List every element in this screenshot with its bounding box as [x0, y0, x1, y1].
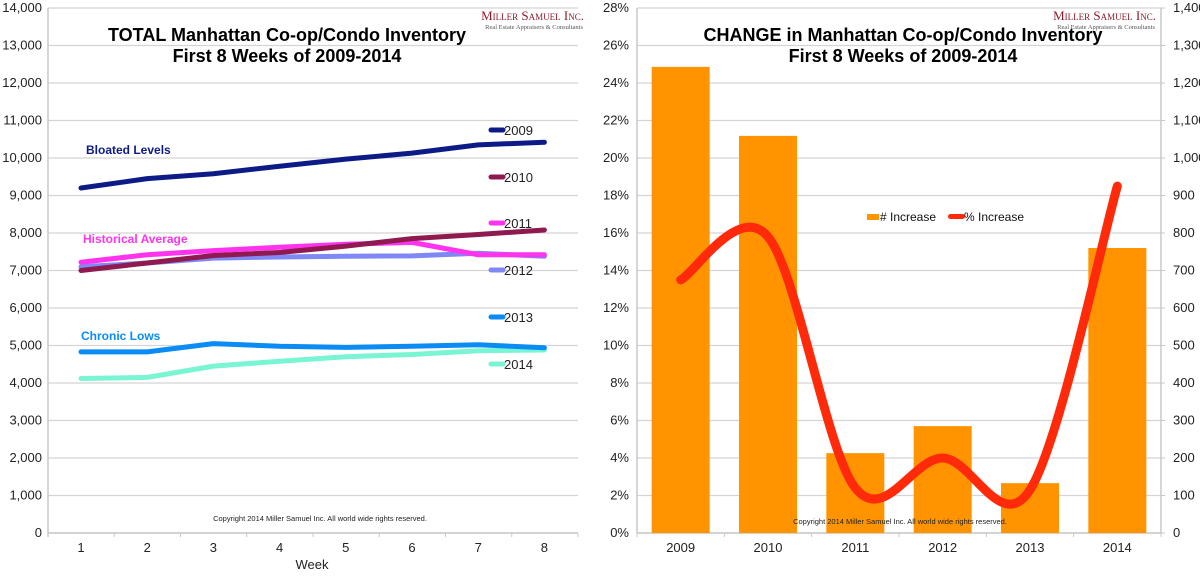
- series-line-2013: [78, 341, 547, 355]
- legend-label-2013: 2013: [504, 310, 533, 325]
- right-copyright: Copyright 2014 Miller Samuel Inc. All wo…: [793, 517, 1007, 526]
- y-right-tick-label: 600: [1173, 300, 1195, 315]
- y-right-tick-label: 300: [1173, 413, 1195, 428]
- x-tick-label: 2014: [1103, 540, 1132, 555]
- x-tick-label: 1: [77, 540, 84, 555]
- x-tick-label: 8: [541, 540, 548, 555]
- left-chart: 0 1,000 2,000 3,000 4,000 5,000 6,000 7,000 8,00…: [2, 0, 584, 572]
- y-tick-label: 4,000: [9, 375, 42, 390]
- y-right-tick-label: 1,100: [1173, 113, 1200, 128]
- annotation-historical: Historical Average: [83, 232, 188, 246]
- y-right-tick-label: 500: [1173, 338, 1195, 353]
- logo-tagline: Real Estate Appraisers & Consultants: [485, 24, 583, 31]
- series-line-percent-increase: [676, 181, 1122, 509]
- logo-name: Miller Samuel Inc.: [1053, 8, 1156, 23]
- y-tick-label: 8,000: [9, 225, 42, 240]
- legend-swatch-count: [867, 214, 879, 220]
- y-right-tick-label: 0: [1173, 525, 1180, 540]
- y-right-tick-label: 1,300: [1173, 38, 1200, 53]
- y-tick-label: 2,000: [9, 450, 42, 465]
- left-chart-title: TOTAL Manhattan Co-op/Condo Inventory: [108, 25, 466, 45]
- legend-label-percent: % Increase: [964, 210, 1024, 224]
- series-line-2014: [78, 347, 547, 381]
- y-left-tick-label: 28%: [603, 0, 629, 15]
- y-tick-label: 1,000: [9, 488, 42, 503]
- y-right-tick-label: 100: [1173, 488, 1195, 503]
- y-tick-label: 5,000: [9, 338, 42, 353]
- legend-label-2014: 2014: [504, 357, 533, 372]
- y-right-tick-label: 700: [1173, 263, 1195, 278]
- annotation-chronic: Chronic Lows: [81, 329, 161, 343]
- right-logo: Miller Samuel Inc. Real Estate Appraiser…: [1053, 8, 1156, 31]
- y-tick-label: 10,000: [2, 150, 42, 165]
- x-tick-label: 7: [475, 540, 482, 555]
- bar-2012: [913, 426, 972, 533]
- legend-label-2010: 2010: [504, 170, 533, 185]
- series-line-2011: [78, 239, 547, 265]
- legend-label-count: # Increase: [880, 210, 936, 224]
- y-tick-label: 13,000: [2, 38, 42, 53]
- y-left-tick-label: 2%: [610, 488, 629, 503]
- y-tick-label: 11,000: [3, 113, 42, 128]
- y-right-tick-label: 400: [1173, 375, 1195, 390]
- bar-2014: [1088, 248, 1147, 533]
- x-tick-label: 3: [210, 540, 217, 555]
- y-tick-label: 14,000: [2, 0, 42, 15]
- y-left-tick-label: 20%: [603, 150, 629, 165]
- x-tick-label: 2011: [841, 540, 869, 555]
- right-chart-subtitle: First 8 Weeks of 2009-2014: [789, 46, 1018, 66]
- x-tick-label: 2: [144, 540, 151, 555]
- x-tick-label: 2013: [1016, 540, 1045, 555]
- y-tick-label: 0: [35, 525, 42, 540]
- bar-2010: [739, 135, 797, 533]
- left-copyright: Copyright 2014 Miller Samuel Inc. All wo…: [213, 514, 427, 523]
- x-axis-label: Week: [296, 557, 329, 572]
- y-left-tick-label: 6%: [610, 413, 629, 428]
- left-logo: Miller Samuel Inc. Real Estate Appraiser…: [481, 8, 584, 31]
- y-right-tick-label: 1,200: [1173, 75, 1200, 90]
- y-right-tick-label: 900: [1173, 188, 1195, 203]
- y-tick-label: 3,000: [9, 413, 42, 428]
- x-tick-label: 5: [342, 540, 349, 555]
- bar-2009: [651, 66, 710, 533]
- x-tick-label: 6: [408, 540, 415, 555]
- y-right-tick-label: 1,400: [1173, 0, 1200, 15]
- annotation-bloated: Bloated Levels: [86, 143, 171, 157]
- y-right-tick-label: 200: [1173, 450, 1195, 465]
- y-left-tick-label: 8%: [610, 375, 629, 390]
- y-right-tick-label: 800: [1173, 225, 1195, 240]
- y-left-tick-label: 16%: [603, 225, 629, 240]
- x-tick-label: 4: [276, 540, 283, 555]
- logo-tagline: Real Estate Appraisers & Consultants: [1057, 24, 1155, 31]
- y-left-tick-label: 24%: [603, 75, 629, 90]
- right-chart-title: CHANGE in Manhattan Co-op/Condo Inventor…: [704, 25, 1103, 45]
- legend-label-2011: 2011: [504, 216, 532, 231]
- y-left-tick-label: 26%: [603, 38, 629, 53]
- y-left-tick-label: 0%: [610, 525, 629, 540]
- x-tick-label: 2010: [754, 540, 783, 555]
- x-tick-label: 2012: [928, 540, 957, 555]
- y-tick-label: 7,000: [9, 263, 42, 278]
- legend-swatch-percent: [948, 214, 965, 219]
- series-line-2010: [78, 227, 547, 273]
- y-left-tick-label: 12%: [603, 300, 629, 315]
- y-left-tick-label: 10%: [603, 338, 629, 353]
- y-left-tick-label: 18%: [603, 188, 629, 203]
- y-left-tick-label: 14%: [603, 263, 629, 278]
- y-right-tick-label: 1,000: [1173, 150, 1200, 165]
- x-tick-label: 2009: [666, 540, 695, 555]
- y-left-tick-label: 4%: [610, 450, 629, 465]
- legend-label-2012: 2012: [504, 263, 533, 278]
- right-chart: 0% 0 2% 100 4% 200 6% 300 8% 400 10% 500 12% 600 14% 70…: [603, 0, 1200, 555]
- series-line-2009: [78, 139, 547, 191]
- right-legend: # Increase % Increase: [867, 210, 1024, 224]
- y-tick-label: 6,000: [9, 300, 42, 315]
- legend-label-2009: 2009: [504, 123, 533, 138]
- y-left-tick-label: 22%: [603, 113, 629, 128]
- logo-name: Miller Samuel Inc.: [481, 8, 584, 23]
- y-tick-label: 12,000: [2, 75, 42, 90]
- left-chart-subtitle: First 8 Weeks of 2009-2014: [173, 46, 402, 66]
- y-tick-label: 9,000: [9, 188, 42, 203]
